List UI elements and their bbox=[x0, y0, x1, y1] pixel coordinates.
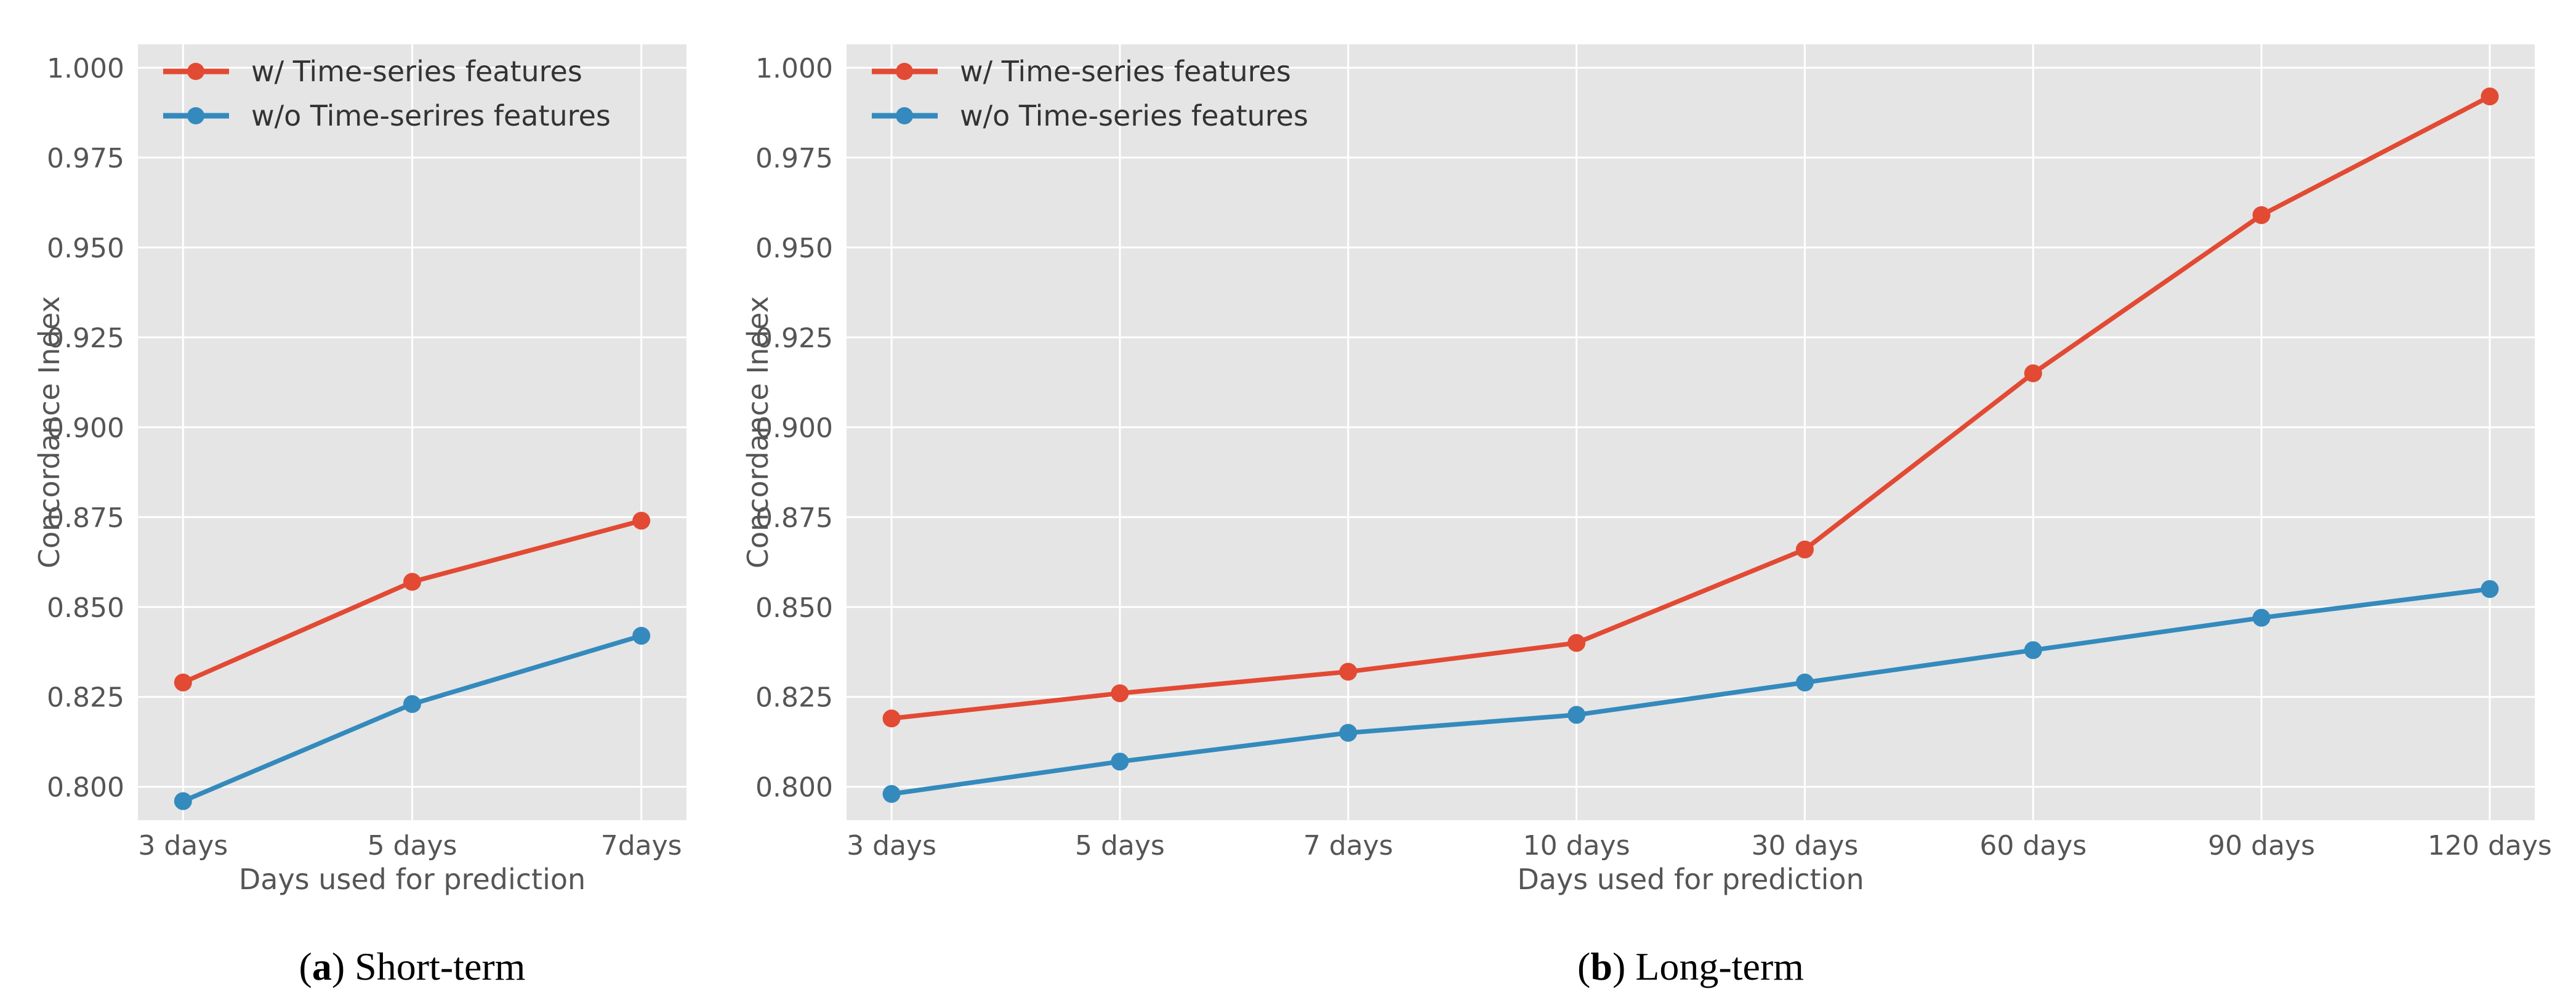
x-axis-label: Days used for prediction bbox=[239, 863, 586, 896]
x-axis-label: Days used for prediction bbox=[1517, 863, 1864, 896]
x-tick-label: 90 days bbox=[2208, 830, 2315, 861]
y-tick-label: 0.950 bbox=[47, 233, 124, 264]
x-tick-label: 30 days bbox=[1751, 830, 1858, 861]
data-point-marker bbox=[2024, 364, 2042, 382]
legend-marker bbox=[187, 107, 204, 124]
y-tick-label: 0.875 bbox=[47, 502, 124, 534]
y-tick-label: 0.850 bbox=[47, 592, 124, 624]
series-line bbox=[180, 518, 644, 685]
plot-panel bbox=[138, 44, 686, 820]
x-tick-label: 10 days bbox=[1523, 830, 1630, 861]
x-tick-label: 5 days bbox=[368, 830, 457, 861]
y-tick-label: 0.800 bbox=[47, 772, 124, 804]
y-tick-label: 0.850 bbox=[755, 592, 833, 624]
legend-label: w/ Time-series features bbox=[251, 55, 582, 88]
data-point-marker bbox=[403, 573, 421, 591]
data-point-marker bbox=[1111, 752, 1129, 771]
legend-marker bbox=[187, 63, 204, 80]
x-tick-label: 3 days bbox=[847, 830, 936, 861]
data-point-marker bbox=[1568, 634, 1586, 652]
x-tick-label: 120 days bbox=[2428, 830, 2552, 861]
caption-letter: a bbox=[312, 945, 332, 988]
data-point-marker bbox=[632, 512, 651, 530]
y-axis-label: Concordance Index bbox=[741, 296, 775, 568]
y-tick-label: 1.000 bbox=[47, 53, 124, 84]
caption-letter: b bbox=[1590, 945, 1612, 988]
data-point-marker bbox=[1795, 673, 1814, 692]
data-point-marker bbox=[1568, 706, 1586, 724]
x-tick-label: 7 days bbox=[1303, 830, 1393, 861]
data-point-marker bbox=[2252, 608, 2271, 627]
legend-marker bbox=[896, 107, 913, 124]
y-tick-label: 0.825 bbox=[755, 682, 833, 714]
caption-text: ) Short-term bbox=[331, 945, 526, 988]
y-tick-label: 0.925 bbox=[755, 323, 833, 354]
y-tick-label: 1.000 bbox=[755, 53, 833, 84]
data-point-marker bbox=[174, 792, 192, 810]
y-tick-label: 0.950 bbox=[755, 233, 833, 264]
data-point-marker bbox=[1111, 684, 1129, 703]
legend-label: w/o Time-series features bbox=[960, 99, 1308, 132]
series-line bbox=[889, 586, 2492, 797]
data-point-marker bbox=[2481, 580, 2499, 599]
x-tick-label: 5 days bbox=[1075, 830, 1165, 861]
data-point-marker bbox=[403, 695, 421, 713]
caption-text: ) Long-term bbox=[1612, 945, 1804, 988]
data-point-marker bbox=[632, 626, 651, 645]
legend-label: w/ Time-series features bbox=[960, 55, 1291, 88]
plot-panel bbox=[847, 44, 2535, 820]
data-point-marker bbox=[882, 784, 901, 803]
legend-marker bbox=[896, 63, 913, 80]
series-line bbox=[889, 94, 2492, 721]
data-point-marker bbox=[2252, 206, 2271, 224]
data-point-marker bbox=[1339, 724, 1358, 742]
y-tick-label: 0.925 bbox=[47, 323, 124, 354]
caption-long-term: (b) Long-term bbox=[847, 941, 2535, 993]
y-tick-label: 0.975 bbox=[755, 143, 833, 174]
y-axis-label: Concordance Index bbox=[33, 296, 66, 568]
x-tick-label: 3 days bbox=[138, 830, 228, 861]
y-tick-label: 0.825 bbox=[47, 682, 124, 714]
y-tick-label: 0.900 bbox=[47, 413, 124, 444]
caption-short-term: (a) Short-term bbox=[138, 941, 686, 993]
caption-open-paren: ( bbox=[299, 945, 312, 988]
data-point-marker bbox=[1795, 540, 1814, 558]
data-point-marker bbox=[1339, 663, 1358, 681]
y-tick-label: 0.975 bbox=[47, 143, 124, 174]
data-point-marker bbox=[174, 673, 192, 692]
x-tick-label: 60 days bbox=[1979, 830, 2087, 861]
data-point-marker bbox=[2481, 87, 2499, 106]
x-tick-label: 7days bbox=[601, 830, 682, 861]
data-point-marker bbox=[882, 709, 901, 728]
y-tick-label: 0.900 bbox=[755, 413, 833, 444]
data-point-marker bbox=[2024, 641, 2042, 659]
y-tick-label: 0.800 bbox=[755, 772, 833, 804]
y-tick-label: 0.875 bbox=[755, 502, 833, 534]
caption-open-paren: ( bbox=[1577, 945, 1591, 988]
series-line bbox=[180, 633, 644, 804]
legend-label: w/o Time-serires features bbox=[251, 99, 611, 132]
